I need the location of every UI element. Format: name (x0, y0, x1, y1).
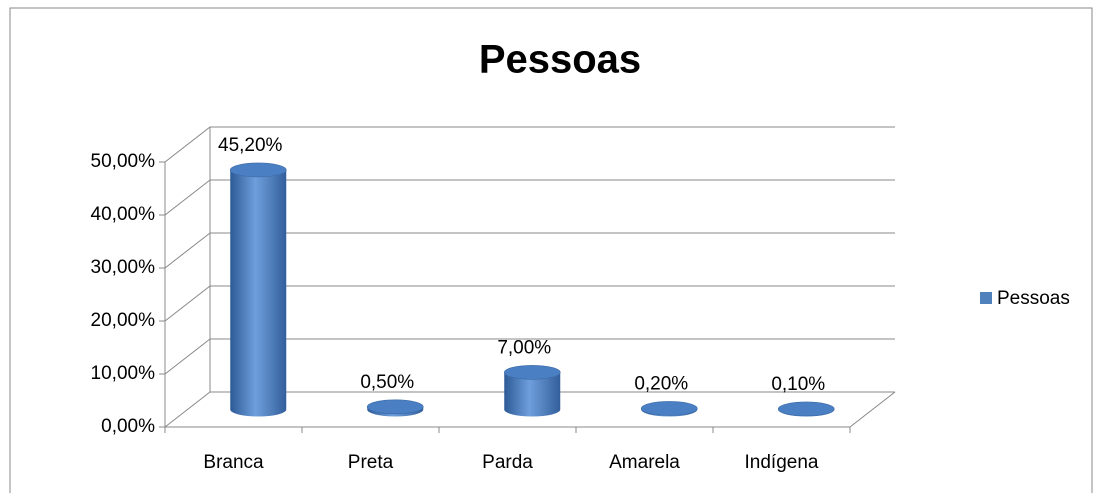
x-tick-label: Amarela (609, 452, 680, 473)
x-tick-label: Indígena (745, 452, 819, 473)
bar-top (777, 401, 835, 417)
y-tick-label: 50,00% (91, 151, 156, 172)
data-label: 0,20% (634, 373, 688, 394)
bar-top (229, 162, 287, 178)
grid-line (164, 338, 211, 375)
chart-border (9, 7, 1093, 493)
bar (504, 372, 561, 417)
y-tick-label: 40,00% (91, 204, 156, 225)
grid-line (164, 232, 211, 269)
grid-line (164, 391, 211, 428)
legend-swatch (980, 292, 992, 304)
x-tick-label: Branca (203, 452, 264, 473)
bar (230, 169, 287, 417)
grid-line (164, 179, 211, 216)
data-label: 7,00% (497, 337, 551, 358)
data-label: 0,50% (360, 372, 414, 393)
y-tick-label: 20,00% (91, 310, 156, 331)
x-tick-label: Preta (348, 452, 394, 473)
bar-top (640, 401, 698, 416)
grid-line (164, 126, 211, 163)
chart-title: Pessoas (479, 38, 641, 82)
bar-top (366, 399, 424, 415)
grid-line (164, 285, 211, 322)
x-tick-label: Parda (482, 452, 533, 473)
legend-label: Pessoas (997, 288, 1070, 309)
bar-top (503, 365, 561, 380)
y-tick-label: 10,00% (91, 363, 156, 384)
data-label: 0,10% (771, 374, 825, 395)
floor-edge (849, 391, 896, 428)
y-tick-label: 30,00% (91, 257, 156, 278)
data-label: 45,20% (218, 135, 283, 156)
y-tick-label: 0,00% (101, 416, 155, 437)
